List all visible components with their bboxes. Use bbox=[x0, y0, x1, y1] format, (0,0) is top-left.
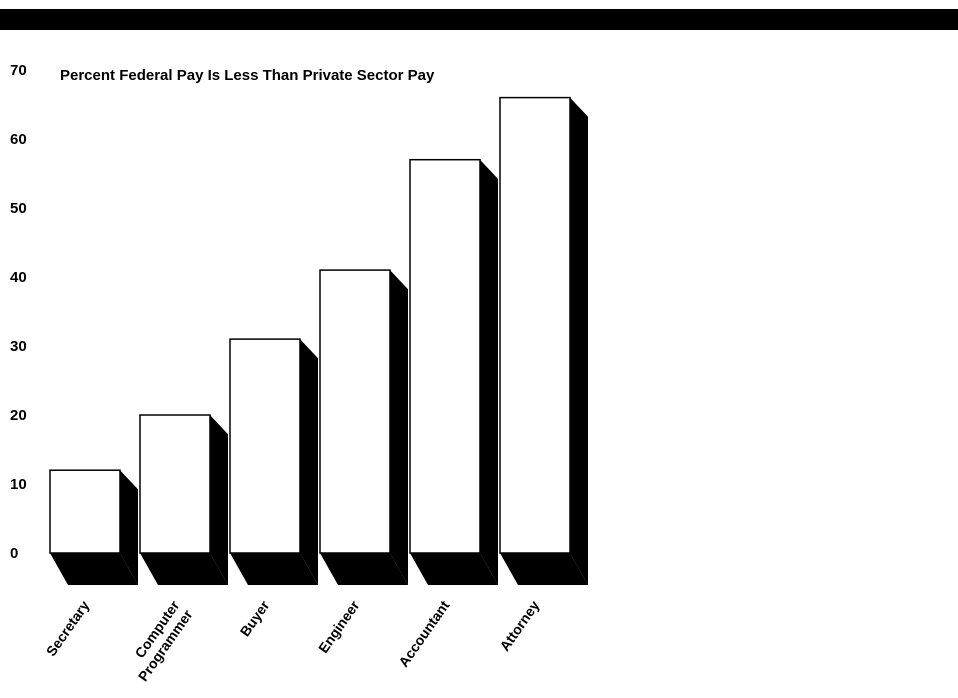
bar bbox=[139, 414, 211, 554]
bar-group bbox=[139, 414, 228, 585]
bar-shadow-side bbox=[120, 470, 138, 585]
chart-title: Percent Federal Pay Is Less Than Private… bbox=[60, 67, 435, 84]
y-tick-label: 50 bbox=[10, 200, 27, 217]
y-tick-label: 10 bbox=[10, 476, 27, 493]
y-tick-label: 20 bbox=[10, 407, 27, 424]
x-tick-label: Secretary bbox=[43, 597, 93, 659]
bar bbox=[499, 96, 571, 554]
bar-group bbox=[319, 269, 408, 585]
y-tick-label: 70 bbox=[10, 62, 27, 79]
bar-shadow-side bbox=[570, 97, 588, 585]
y-tick-label: 0 bbox=[10, 545, 18, 562]
bar-group bbox=[409, 158, 498, 585]
bar bbox=[49, 469, 121, 554]
x-tick-label: Engineer bbox=[315, 597, 363, 656]
x-axis: Secretary ComputerProgrammer Buyer Engineer… bbox=[43, 597, 543, 684]
bar-group bbox=[229, 338, 318, 585]
bar bbox=[229, 338, 301, 554]
x-tick-label: Buyer bbox=[237, 597, 273, 639]
bar-shadow-base bbox=[230, 553, 318, 585]
x-tick-label: Attorney bbox=[496, 597, 542, 654]
header-banner bbox=[0, 9, 958, 30]
bar-shadow-side bbox=[210, 415, 228, 585]
bar bbox=[319, 269, 391, 554]
bar-shadow-base bbox=[320, 553, 408, 585]
bar-shadow-side bbox=[300, 339, 318, 585]
bar-group bbox=[49, 469, 138, 585]
y-tick-label: 60 bbox=[10, 131, 27, 148]
bar-group bbox=[499, 96, 588, 585]
bar-shadow-base bbox=[410, 553, 498, 585]
x-tick-label: Accountant bbox=[395, 597, 452, 670]
y-tick-label: 30 bbox=[10, 338, 27, 355]
bar-shadow-base bbox=[140, 553, 228, 585]
bar-shadow-side bbox=[480, 159, 498, 585]
bar bbox=[409, 158, 481, 554]
bar-shadow-base bbox=[50, 553, 138, 585]
bar-shadow-base bbox=[500, 553, 588, 585]
bar-shadow-side bbox=[390, 270, 408, 585]
y-axis: 0 10 20 30 40 50 60 70 bbox=[10, 62, 27, 562]
bars bbox=[49, 96, 588, 585]
y-tick-label: 40 bbox=[10, 269, 27, 286]
x-tick-label: ComputerProgrammer bbox=[122, 597, 196, 684]
